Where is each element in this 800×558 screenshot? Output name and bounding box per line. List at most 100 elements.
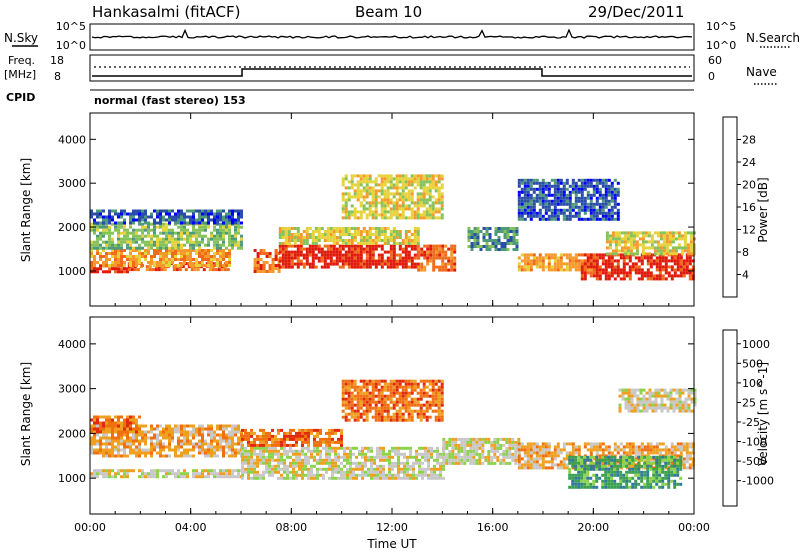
heatmap-cell <box>108 226 111 229</box>
heatmap-cell <box>185 268 188 271</box>
heatmap-cell <box>339 236 342 239</box>
heatmap-cell <box>674 256 677 259</box>
heatmap-cell <box>228 440 231 443</box>
heatmap-cell <box>256 465 259 468</box>
heatmap-cell <box>339 251 342 254</box>
heatmap-cell <box>617 218 620 221</box>
heatmap-cell <box>405 230 408 233</box>
heatmap-cell <box>429 189 432 192</box>
heatmap-cell <box>165 472 168 475</box>
heatmap-cell <box>231 213 234 216</box>
heatmap-cell <box>228 264 231 267</box>
heatmap-cell <box>342 401 345 404</box>
heatmap-cell <box>303 248 306 251</box>
heatmap-cell <box>96 241 99 244</box>
heatmap-cell <box>369 233 372 236</box>
heatmap-cell <box>384 213 387 216</box>
heatmap-cell <box>201 437 204 440</box>
heatmap-cell <box>390 383 393 386</box>
heatmap-cell <box>183 428 186 431</box>
heatmap-cell <box>351 180 354 183</box>
heatmap-cell <box>266 255 269 258</box>
heatmap-cell <box>345 254 348 257</box>
heatmap-cell <box>578 209 581 212</box>
heatmap-cell <box>345 407 348 410</box>
heatmap-cell <box>587 218 590 221</box>
heatmap-cell <box>307 438 310 441</box>
heatmap-cell <box>129 452 132 455</box>
heatmap-cell <box>165 469 168 472</box>
heatmap-cell <box>295 432 298 435</box>
heatmap-cell <box>177 425 180 428</box>
heatmap-cell <box>572 191 575 194</box>
heatmap-cell <box>262 471 265 474</box>
heatmap-cell <box>123 449 126 452</box>
heatmap-cell <box>396 263 399 266</box>
heatmap-cell <box>412 462 415 465</box>
heatmap-cell <box>387 389 390 392</box>
heatmap-cell <box>210 428 213 431</box>
heatmap-cell <box>96 431 99 434</box>
heatmap-cell <box>247 444 250 447</box>
heatmap-cell <box>351 204 354 207</box>
heatmap-cell <box>387 198 390 201</box>
heatmap-cell <box>690 234 693 237</box>
heatmap-cell <box>126 443 129 446</box>
heatmap-cell <box>427 468 430 471</box>
heatmap-cell <box>406 477 409 480</box>
heatmap-cell <box>108 449 111 452</box>
heatmap-cell <box>306 254 309 257</box>
heatmap-cell <box>584 188 587 191</box>
heatmap-cell <box>469 441 472 444</box>
heatmap-cell <box>527 185 530 188</box>
heatmap-cell <box>593 262 596 265</box>
heatmap-cell <box>351 398 354 401</box>
heatmap-cell <box>441 248 444 251</box>
heatmap-cell <box>286 474 289 477</box>
heatmap-cell <box>527 215 530 218</box>
heatmap-cell <box>159 219 162 222</box>
heatmap-cell <box>147 241 150 244</box>
heatmap-cell <box>360 242 363 245</box>
heatmap-cell <box>366 180 369 183</box>
heatmap-cell <box>653 277 656 280</box>
heatmap-cell <box>117 472 120 475</box>
heatmap-cell <box>285 236 288 239</box>
heatmap-cell <box>111 422 114 425</box>
heatmap-cell <box>511 441 514 444</box>
heatmap-cell <box>372 380 375 383</box>
heatmap-cell <box>387 204 390 207</box>
heatmap-cell <box>228 244 231 247</box>
heatmap-cell <box>225 252 228 255</box>
heatmap-cell <box>666 252 669 255</box>
heatmap-cell <box>123 455 126 458</box>
heatmap-cell <box>168 213 171 216</box>
heatmap-cell <box>213 244 216 247</box>
heatmap-cell <box>180 258 183 261</box>
heatmap-cell <box>590 209 593 212</box>
heatmap-cell <box>375 204 378 207</box>
heatmap-cell <box>518 460 521 463</box>
heatmap-cell <box>244 453 247 456</box>
heatmap-cell <box>180 210 183 213</box>
heatmap-cell <box>228 249 231 252</box>
heatmap-cell <box>345 251 348 254</box>
heatmap-cell <box>364 465 367 468</box>
heatmap-cell <box>423 410 426 413</box>
heatmap-cell <box>153 437 156 440</box>
heatmap-cell <box>411 419 414 422</box>
heatmap-cell <box>345 210 348 213</box>
heatmap-cell <box>297 263 300 266</box>
heatmap-cell <box>292 468 295 471</box>
heatmap-cell <box>327 233 330 236</box>
heatmap-cell <box>382 477 385 480</box>
heatmap-cell <box>530 203 533 206</box>
heatmap-cell <box>349 477 352 480</box>
heatmap-cell <box>330 245 333 248</box>
heatmap-cell <box>351 416 354 419</box>
heatmap-cell <box>650 259 653 262</box>
heatmap-cell <box>420 266 423 269</box>
heatmap-cell <box>132 449 135 452</box>
heatmap-cell <box>669 231 672 234</box>
heatmap-cell <box>114 252 117 255</box>
